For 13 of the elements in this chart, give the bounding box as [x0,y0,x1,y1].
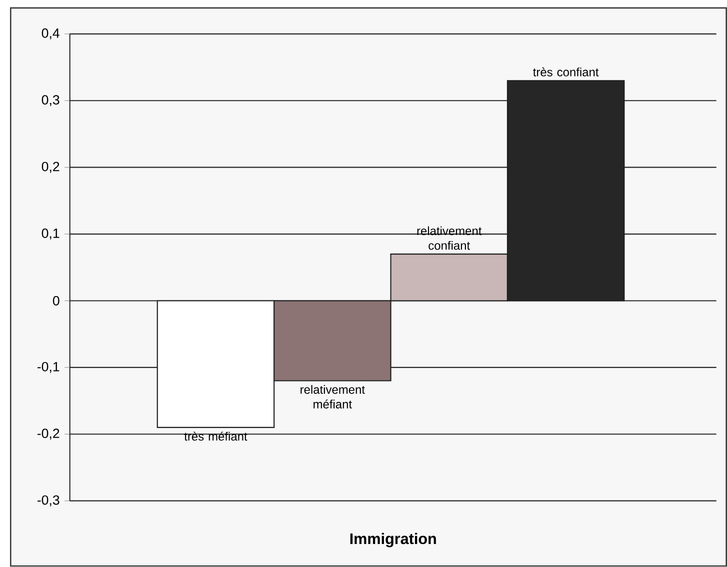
y-tick-label: -0,3 [37,496,60,506]
x-tick-label: relativement méfiant [300,385,365,409]
y-tick-label: -0,2 [37,428,60,440]
x-tick-label: relativement confiant [417,226,482,250]
x-tick-label: très confiant [533,68,599,77]
y-tick-label: 0,4 [42,28,60,40]
y-tick-label: 0,3 [42,95,60,106]
y-tick-label: -0,1 [37,362,60,374]
y-tick-label: 0 [52,296,60,306]
x-axis-title: Immigration [350,533,436,548]
y-tick-label: 0,1 [42,228,60,240]
y-tick-label: 0,2 [42,162,60,173]
x-tick-label: très méfiant [184,432,248,441]
